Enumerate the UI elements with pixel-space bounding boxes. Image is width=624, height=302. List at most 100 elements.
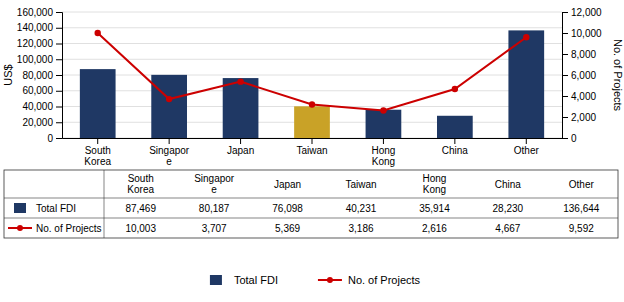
y-tick: 60,000	[22, 85, 62, 96]
data-label: 3,707	[202, 223, 227, 234]
legend-swatch	[14, 203, 26, 213]
table-border	[4, 170, 618, 238]
y2-tick: 8,000	[562, 49, 596, 60]
y-tick-label: 20,000	[22, 117, 53, 128]
table-header: Other	[569, 179, 595, 190]
text-line: Korea	[127, 184, 154, 195]
point	[95, 30, 101, 36]
y-tick: 20,000	[22, 117, 62, 128]
y2-tick: 6,000	[562, 70, 596, 81]
y2-tick-mark	[562, 33, 568, 34]
data-label: 3,186	[348, 223, 373, 234]
y2-tick-label: 10,000	[571, 28, 602, 39]
text-line: Hong	[422, 173, 446, 184]
y-axis: 020,00040,00060,00080,000100,000120,0001…	[17, 7, 63, 144]
y-axis-title: US$	[2, 64, 14, 85]
table-rule	[104, 170, 105, 238]
y2-tick-mark	[562, 12, 568, 13]
y-tick: 80,000	[22, 70, 62, 81]
table-header: SouthKorea	[127, 173, 154, 195]
chart: 020,00040,00060,00080,000100,000120,0001…	[0, 0, 624, 302]
y2-tick: 0	[562, 133, 577, 144]
x-tick-mark	[312, 138, 313, 144]
y-tick: 0	[47, 133, 62, 144]
bar	[437, 116, 473, 138]
data-label: 9,592	[569, 223, 594, 234]
legend-swatch	[210, 275, 222, 285]
x-tick-label: HongKong	[371, 145, 395, 167]
point	[166, 96, 172, 102]
y-tick-label: 100,000	[17, 54, 54, 65]
data-label: 80,187	[199, 203, 230, 214]
legend-item: No. of Projects	[318, 274, 421, 286]
data-label: 28,230	[493, 203, 524, 214]
legend-marker	[17, 225, 23, 231]
y2-axis-title: No. of Projects	[612, 39, 624, 112]
y2-tick-mark	[562, 54, 568, 55]
grid-line	[62, 43, 562, 44]
grid-line	[62, 27, 562, 28]
y-tick-mark	[56, 122, 62, 123]
y-tick-label: 160,000	[17, 7, 54, 18]
text-line: e	[211, 184, 217, 195]
y2-axis: 02,0004,0006,0008,00010,00012,000	[562, 7, 602, 144]
y2-axis-line	[563, 13, 569, 139]
table-header: Japan	[274, 179, 301, 190]
grid-line	[62, 59, 562, 60]
y2-tick: 2,000	[562, 112, 596, 123]
text-line: Japan	[274, 179, 301, 190]
y-tick-mark	[56, 91, 62, 92]
text-line: Singapor	[149, 145, 190, 156]
x-tick: Singapore	[149, 138, 190, 167]
y2-tick-mark	[562, 138, 568, 139]
x-tick-mark	[169, 138, 170, 144]
y-axis-line	[56, 13, 63, 139]
bar	[80, 69, 116, 138]
point	[237, 78, 243, 84]
y2-tick: 12,000	[562, 7, 602, 18]
text-line: Kong	[372, 156, 395, 167]
y-tick-mark	[56, 138, 62, 139]
y-tick-mark	[56, 12, 62, 13]
x-tick-mark	[97, 138, 98, 144]
table-row-label: Total FDI	[36, 203, 76, 214]
y-tick: 40,000	[22, 101, 62, 112]
y2-tick-label: 12,000	[571, 7, 602, 18]
y-tick: 160,000	[17, 7, 62, 18]
text-line: China	[495, 179, 522, 190]
text-line: South	[128, 173, 154, 184]
point	[309, 101, 315, 107]
x-tick-mark	[526, 138, 527, 144]
data-label: 136,644	[563, 203, 600, 214]
legend-marker	[327, 277, 333, 283]
text-line: Japan	[227, 145, 254, 156]
text-line: Taiwan	[296, 145, 327, 156]
y-tick-mark	[56, 59, 62, 60]
table-header: Taiwan	[345, 179, 376, 190]
x-tick-mark	[383, 138, 384, 144]
point	[452, 86, 458, 92]
table-header: Singapore	[194, 173, 235, 195]
x-tick: Japan	[227, 138, 254, 156]
x-tick-mark	[240, 138, 241, 144]
text-line: Kong	[423, 184, 446, 195]
y2-tick-label: 0	[571, 133, 577, 144]
text-line: Taiwan	[345, 179, 376, 190]
x-tick-label: Other	[514, 145, 540, 156]
bar	[366, 110, 402, 138]
legend-label: Total FDI	[234, 274, 278, 286]
x-tick-label: Taiwan	[296, 145, 327, 156]
y2-tick-label: 2,000	[571, 112, 596, 123]
text-line: South	[85, 145, 111, 156]
text-line: Other	[514, 145, 540, 156]
data-label: 5,369	[275, 223, 300, 234]
point	[380, 107, 386, 113]
x-tick-label: Japan	[227, 145, 254, 156]
x-tick-label: SouthKorea	[84, 145, 111, 167]
x-tick-mark	[454, 138, 455, 144]
text-line: Other	[569, 179, 595, 190]
y-tick: 100,000	[17, 54, 62, 65]
text-line: China	[442, 145, 469, 156]
text-line: Singapor	[194, 173, 235, 184]
table-row-label: No. of Projects	[36, 223, 102, 234]
